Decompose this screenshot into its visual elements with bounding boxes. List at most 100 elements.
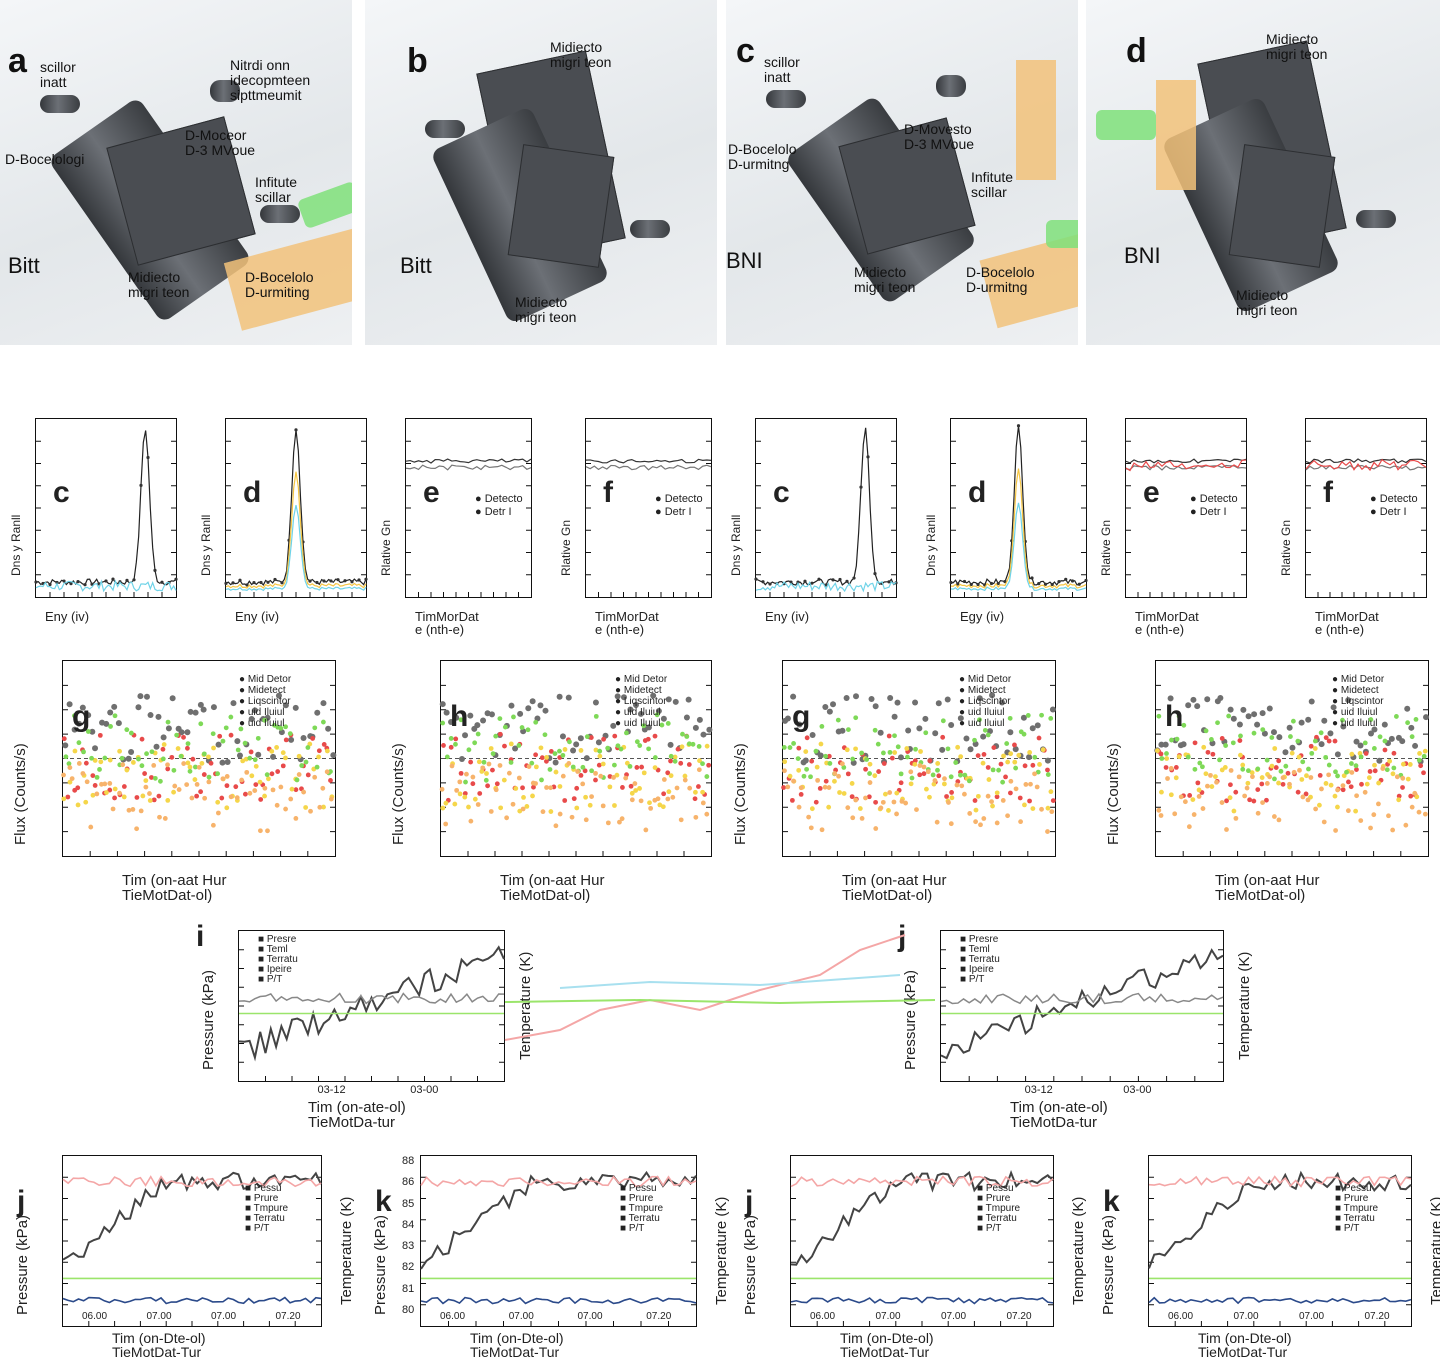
flux-point (542, 732, 548, 738)
flux-point (941, 781, 947, 787)
flux-point (185, 745, 190, 751)
flux-point (453, 736, 459, 742)
flux-point (624, 760, 630, 766)
flux-point (682, 777, 688, 783)
flux-point (197, 701, 204, 708)
flux-point (817, 785, 823, 791)
flux-point (1421, 770, 1426, 776)
flux-point (587, 802, 593, 808)
spectrum-point (969, 582, 973, 587)
flux-point (939, 746, 946, 753)
flux-point (815, 777, 821, 783)
flux-point (1259, 710, 1266, 717)
legend-entry: ● Midetect (959, 685, 1006, 696)
flux-point (932, 730, 939, 737)
render-panel-c: c scillor inatt D-Bocelolo D-urmitng D-M… (726, 0, 1078, 345)
flux-point (441, 743, 446, 748)
flux-point (497, 731, 503, 737)
flux-point (1358, 754, 1364, 760)
legend-entry: ● Midetect (615, 685, 662, 696)
x-tick: 03-00 (410, 1084, 439, 1096)
flux-point (174, 732, 180, 738)
flux-point (81, 749, 86, 755)
flux-point (826, 804, 832, 810)
flux-point (512, 745, 519, 752)
flux-point (1190, 696, 1197, 703)
flux-point (215, 771, 220, 777)
legend-entry: ■ Pessu (245, 1183, 282, 1194)
flux-point (296, 772, 302, 777)
flux-point (270, 787, 276, 793)
flux-point (836, 773, 842, 779)
y-axis-label: Flux (Counts/s) (732, 743, 749, 845)
flux-point (1288, 734, 1293, 739)
spectrum-point (160, 580, 164, 584)
flux-point (142, 771, 148, 776)
flux-point (1173, 765, 1179, 770)
flux-point (1020, 714, 1027, 721)
spectrum-point (294, 428, 298, 432)
legend-entry: ■ Ipeire (258, 964, 292, 975)
flux-point (1162, 741, 1169, 748)
y-axis-label-right: Temperature (K) (517, 951, 534, 1060)
render-panel-d: d Midiecto migri teon Midiecto migri teo… (1086, 0, 1440, 345)
flux-point (181, 734, 186, 740)
flux-point (62, 742, 69, 749)
flux-point (544, 758, 549, 764)
flux-point (674, 785, 680, 791)
flux-point (1245, 768, 1251, 774)
plot-label: h (450, 700, 469, 733)
flux-point (605, 820, 611, 826)
flux-point (288, 736, 295, 743)
flux-point (72, 748, 78, 754)
flux-point (165, 798, 171, 803)
flux-point (1332, 793, 1338, 799)
flux-point (325, 725, 332, 732)
y-tick: 83 (402, 1240, 415, 1252)
y-tick: 84 (402, 1218, 415, 1231)
flux-point (135, 704, 142, 711)
flux-point (1364, 781, 1370, 787)
flux-point (1228, 782, 1233, 788)
flux-point (128, 730, 134, 736)
flux-point (1349, 770, 1355, 775)
flux-point (1340, 717, 1345, 723)
flux-point (1377, 734, 1383, 740)
flux-point (151, 763, 157, 768)
flux-point (533, 764, 539, 770)
flux-point (1200, 806, 1206, 811)
flux-point (112, 786, 118, 792)
flux-point (519, 725, 525, 730)
flux-point (1158, 813, 1164, 818)
annotation: Midiecto migri teon (550, 39, 612, 70)
flux-point (1227, 706, 1234, 713)
legend-entry: ■ P/T (620, 1223, 645, 1234)
flux-point (1016, 752, 1022, 758)
flux-point (817, 752, 824, 759)
flux-point (548, 809, 554, 814)
flux-point (1344, 769, 1349, 775)
spectrum-point (146, 455, 150, 460)
legend-entry: ■ Teml (960, 944, 990, 955)
flux-point (1230, 715, 1237, 722)
flux-point (165, 725, 172, 732)
x-tick: 03-00 (1123, 1084, 1152, 1096)
pt-plot-1 (940, 930, 1224, 1082)
flux-point (1357, 742, 1364, 749)
flux-point (1408, 793, 1414, 799)
legend-entry: ■ Pessu (977, 1183, 1014, 1194)
flux-point (892, 733, 897, 739)
legend-entry: ■ Presre (960, 934, 999, 945)
flux-point (645, 736, 651, 742)
flux-point (921, 771, 927, 777)
flux-point (1251, 730, 1257, 736)
flux-point (76, 761, 82, 766)
flux-point (187, 768, 193, 774)
flux-point (171, 789, 176, 795)
flux-point (449, 763, 455, 769)
flux-point (262, 717, 268, 723)
flux-point (967, 811, 973, 816)
flux-point (300, 735, 307, 742)
spectrum-point (125, 578, 129, 582)
flux-point (483, 777, 489, 783)
